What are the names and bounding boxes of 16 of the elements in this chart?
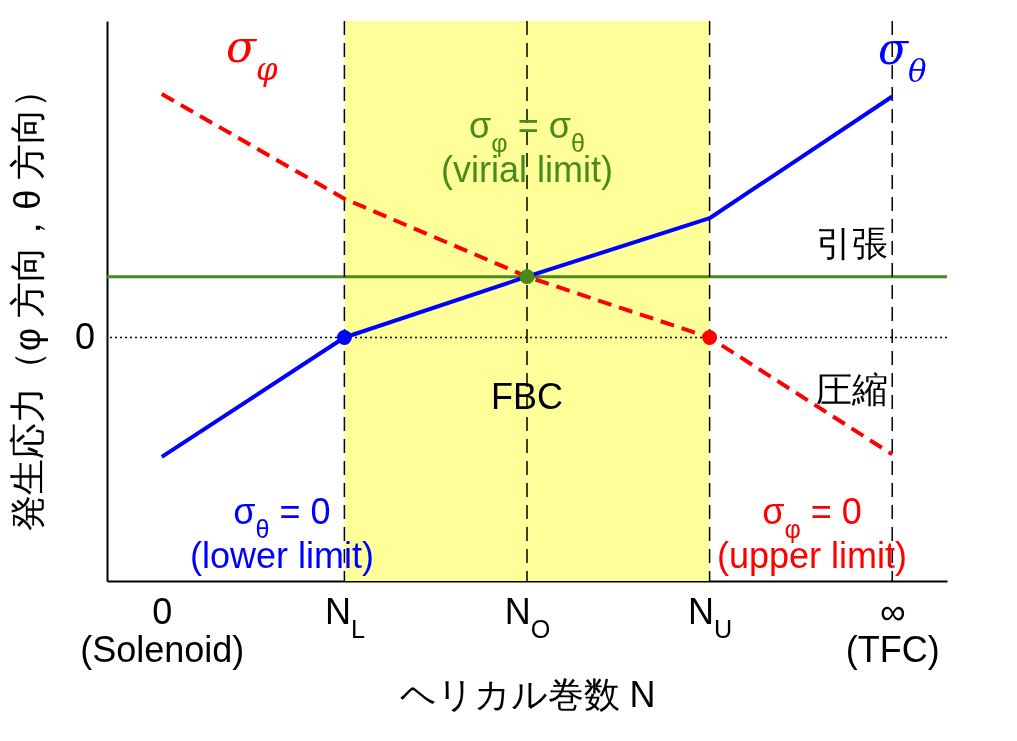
- x-axis-title: ヘリカル巻数 N: [399, 673, 656, 715]
- annotation: FBC: [491, 375, 563, 417]
- x-tick-label: 0 (Solenoid): [80, 590, 245, 670]
- x-tick-label: N$_{L}$: [324, 590, 365, 643]
- annotation: 圧縮: [816, 368, 888, 410]
- series-label: σ$_{θ}$: [877, 23, 927, 90]
- series-label: σ$_{φ}$: [225, 21, 279, 88]
- annotation: 引張: [816, 222, 888, 264]
- ref-line-label: 0: [74, 315, 95, 357]
- text: σ$_{θ}$ = 0 (lower limit): [190, 490, 374, 576]
- y-axis-title: 発生応力（φ 方向，θ 方向）: [6, 71, 48, 532]
- x-tick-label: N$_{O}$: [504, 590, 551, 643]
- x-tick-label: ∞ (TFC): [845, 590, 940, 670]
- annotation: σ$_{φ}$ = σ$_{θ}$ (virial limit): [441, 104, 613, 190]
- x-tick-label: N$_{U}$: [688, 590, 733, 643]
- text: σ$_{φ}$ = 0 (upper limit): [716, 490, 908, 576]
